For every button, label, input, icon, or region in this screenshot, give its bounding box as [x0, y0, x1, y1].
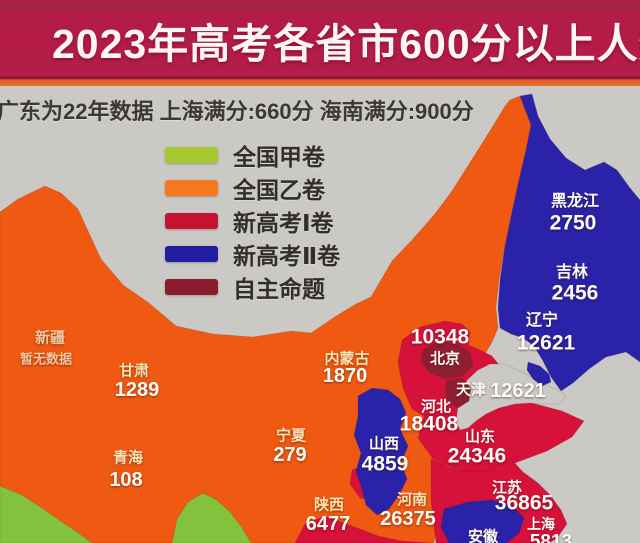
legend-color-swatch: [165, 212, 218, 229]
map-region-liaodong-tip: [526, 361, 552, 387]
map-region-tianjin-maroon: [444, 377, 472, 409]
legend-color-swatch: [165, 245, 218, 262]
map-region-shanxi-blue: [353, 387, 409, 516]
subtitle-note: 广东为22年数据 上海满分:660分 海南满分:900分: [0, 99, 474, 124]
map-region-southwest-green: [0, 485, 93, 543]
legend-color-swatch: [165, 179, 218, 196]
map-region-anhui-blue: [440, 499, 525, 543]
legend-item: 全国乙卷: [165, 171, 340, 204]
legend-label: 自主命题: [233, 275, 325, 302]
map-region-shandong-red: [417, 397, 585, 472]
legend-color-swatch: [165, 146, 218, 163]
legend-label: 全国乙卷: [233, 176, 325, 203]
legend-color-swatch: [165, 278, 218, 295]
map-region-bohai-bay: [455, 363, 567, 431]
legend-item: 新高考Ⅰ卷: [165, 204, 340, 237]
map-region-beijing-maroon: [420, 341, 474, 380]
legend: 全国甲卷全国乙卷新高考Ⅰ卷新高考Ⅱ卷自主命题: [165, 138, 340, 303]
legend-item: 自主命题: [165, 270, 340, 303]
page-title: 2023年高考各省市600分以上人数: [52, 21, 640, 67]
legend-item: 全国甲卷: [165, 138, 340, 171]
legend-item: 新高考Ⅱ卷: [165, 237, 340, 270]
legend-label: 全国甲卷: [233, 143, 325, 170]
legend-label: 新高考Ⅱ卷: [233, 242, 341, 269]
legend-label: 新高考Ⅰ卷: [233, 209, 334, 236]
map-region-northeast-blue: [497, 93, 640, 392]
title-banner: 2023年高考各省市600分以上人数: [0, 0, 640, 86]
map-region-southwest-green-2: [171, 492, 252, 543]
